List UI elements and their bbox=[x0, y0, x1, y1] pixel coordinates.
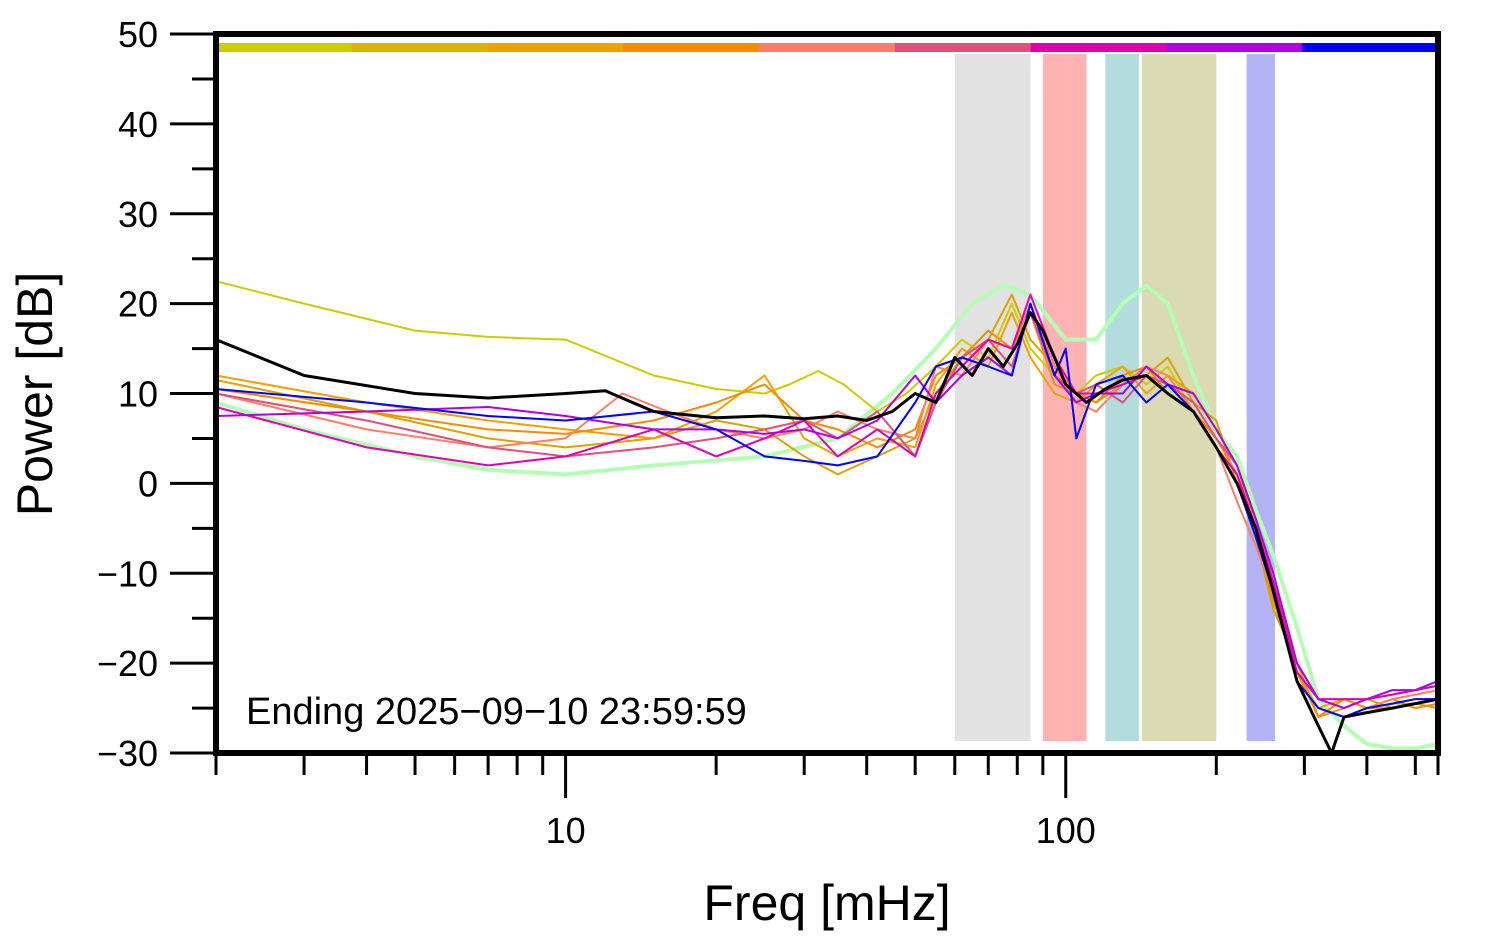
top-color-bar bbox=[216, 43, 1439, 52]
color-bar-segment-8 bbox=[1166, 43, 1303, 52]
y-tick-label: −10 bbox=[97, 553, 158, 594]
color-bar-segment-1 bbox=[216, 43, 353, 52]
y-tick-label: 50 bbox=[118, 14, 158, 55]
y-tick-label: 30 bbox=[118, 194, 158, 235]
y-tick-label: −20 bbox=[97, 643, 158, 684]
ending-timestamp-annotation: Ending 2025−09−10 23:59:59 bbox=[246, 691, 747, 733]
series-line-1 bbox=[215, 283, 1439, 751]
y-tick-label: 10 bbox=[118, 374, 158, 415]
y-tick-label: −30 bbox=[97, 733, 158, 774]
series-lines bbox=[215, 280, 1439, 755]
series-line-8 bbox=[215, 293, 1439, 701]
color-bar-segment-9 bbox=[1302, 43, 1439, 52]
series-line-11 bbox=[215, 311, 1439, 755]
shaded-band-5 bbox=[1246, 54, 1275, 741]
x-axis: 10 100 bbox=[214, 753, 1440, 851]
series-line-9 bbox=[215, 302, 1439, 710]
color-bar-segment-3 bbox=[487, 43, 624, 52]
x-tick-label: 10 bbox=[546, 810, 586, 851]
y-tick-label: 0 bbox=[138, 463, 158, 504]
color-bar-segment-6 bbox=[894, 43, 1032, 52]
series-line-10 bbox=[215, 302, 1438, 718]
y-axis: 50 40 30 20 10 0 −10 −20 −30 bbox=[97, 14, 216, 774]
x-tick-label: 100 bbox=[1036, 810, 1096, 851]
x-axis-title: Freq [mHz] bbox=[703, 875, 950, 931]
y-tick-label: 20 bbox=[118, 284, 158, 325]
y-tick-label: 40 bbox=[118, 104, 158, 145]
color-bar-segment-5 bbox=[759, 43, 896, 52]
y-axis-title: Power [dB] bbox=[7, 272, 63, 517]
color-bar-segment-2 bbox=[351, 43, 489, 52]
color-bar-segment-7 bbox=[1030, 43, 1167, 52]
shaded-band-1 bbox=[954, 54, 1031, 741]
color-bar-segment-4 bbox=[623, 43, 760, 52]
